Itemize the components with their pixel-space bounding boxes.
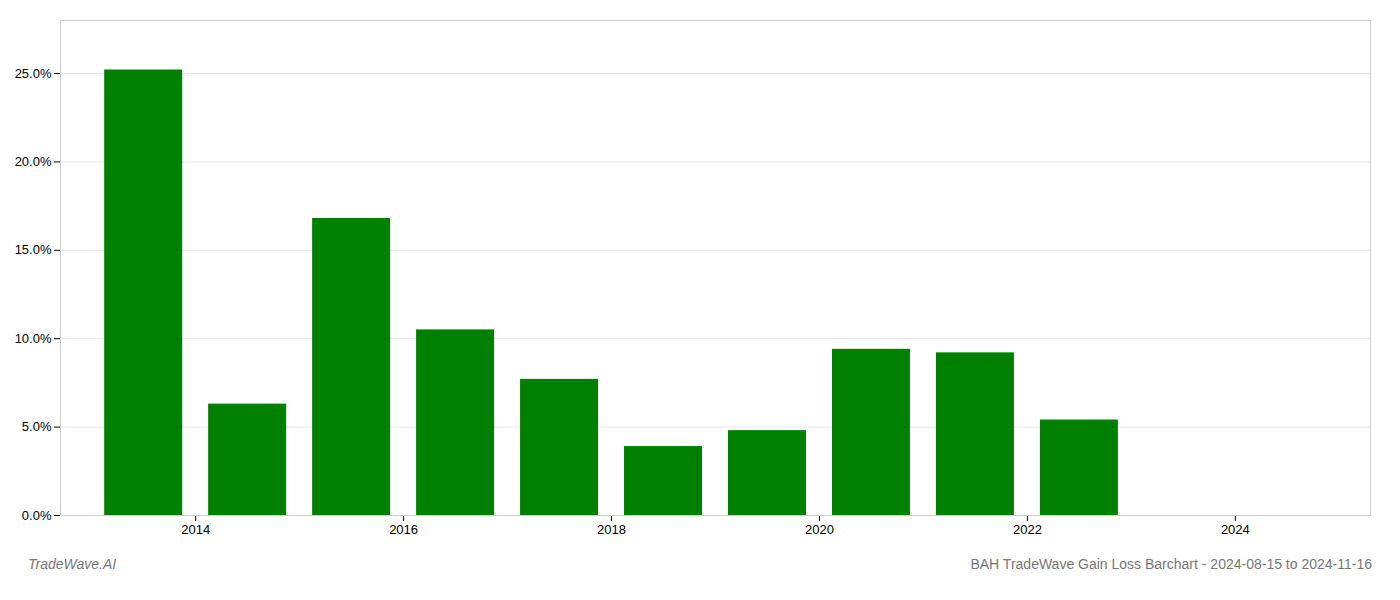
svg-text:10.0%: 10.0% (15, 331, 52, 346)
html-text:BAH TradeWave Gain Loss Barcha: BAH TradeWave Gain Loss Barchart - 2024-… (970, 556, 1372, 572)
svg-text:25.0%: 25.0% (15, 66, 52, 81)
svg-text:2018: 2018 (597, 522, 626, 537)
svg-text:2020: 2020 (805, 522, 834, 537)
svg-text:0.0%: 0.0% (22, 508, 52, 523)
svg-text:2016: 2016 (389, 522, 418, 537)
svg-text:2014: 2014 (181, 522, 210, 537)
svg-text:15.0%: 15.0% (15, 242, 52, 257)
svg-text:20.0%: 20.0% (15, 154, 52, 169)
html-text:TradeWave.AI: TradeWave.AI (28, 556, 117, 572)
svg-text:5.0%: 5.0% (22, 419, 52, 434)
svg-text:2022: 2022 (1013, 522, 1042, 537)
svg-text:2024: 2024 (1221, 522, 1250, 537)
